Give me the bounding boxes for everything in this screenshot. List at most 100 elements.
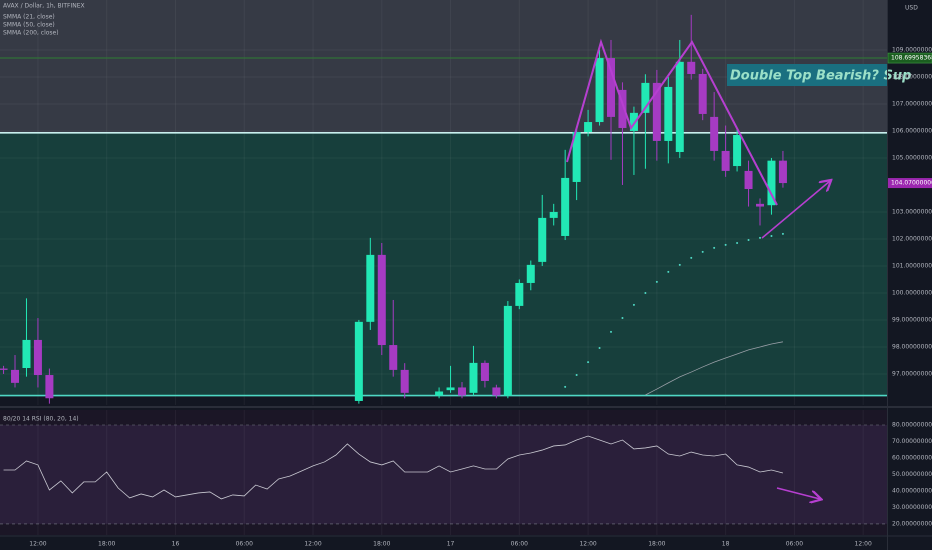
y-tick-label: 99.00000000	[892, 316, 932, 323]
y-tick-label: 106.00000000	[892, 127, 932, 134]
indicator-dot	[781, 232, 784, 235]
indicator-dot	[724, 243, 727, 246]
x-tick-label: 12:00	[579, 541, 596, 548]
candle-body	[629, 112, 638, 131]
indicator-dot	[564, 385, 567, 388]
candle-body	[469, 362, 478, 393]
indicator-dot	[736, 242, 739, 244]
indicator-dot	[587, 361, 590, 364]
axis-layer: 12:00 18:00 16 06:00 12:00 18:00 17 06:00 12:00 1…	[29, 46, 932, 548]
y-tick-label: 100.00000000	[892, 289, 932, 296]
candle-body	[515, 282, 524, 306]
indicator-dot	[747, 239, 750, 242]
candle-body	[366, 254, 375, 322]
candle-body	[446, 387, 455, 391]
candle-body	[377, 254, 386, 346]
candle-body	[687, 61, 696, 74]
candle-body	[675, 61, 684, 153]
y-tick-label: 108.00000000	[892, 73, 932, 80]
last-price-label: 104.07000000	[891, 180, 932, 187]
candle-body	[641, 82, 650, 113]
candle-body	[389, 345, 398, 370]
indicator-dot	[610, 330, 613, 333]
x-tick-label: 18	[722, 541, 730, 548]
candle-body	[458, 387, 467, 396]
indicator-dot	[678, 263, 681, 266]
y-tick-label: 97.00000000	[892, 370, 932, 377]
annotation-box	[727, 64, 887, 86]
y-tick-label: 101.00000000	[892, 262, 932, 269]
candle-body	[698, 73, 707, 114]
y-tick-label: 109.00000000	[892, 46, 932, 53]
x-tick-label: 17	[447, 541, 455, 548]
rsi-title: 80/20 14 RSI (80, 20, 14)	[3, 416, 79, 423]
rsi-tick-label: 60.00000000	[892, 454, 932, 461]
x-tick-label: 18:00	[648, 541, 665, 548]
arrow	[776, 487, 820, 499]
double-top-drawing	[566, 38, 778, 206]
candle-body	[492, 387, 501, 396]
candle-body	[400, 369, 409, 393]
y-tick-label: 105.00000000	[892, 154, 932, 161]
rsi-tick-label: 20.00000000	[892, 520, 932, 527]
rsi-tick-label: 40.00000000	[892, 487, 932, 494]
y-tick-label: 107.00000000	[892, 100, 932, 107]
x-tick-label: 18:00	[373, 541, 390, 548]
candle-body	[733, 135, 742, 167]
x-tick-label: 06:00	[236, 541, 253, 548]
candle-body	[607, 58, 616, 117]
x-tick-label: 12:00	[855, 541, 872, 548]
main-panel	[0, 0, 887, 405]
zone	[0, 132, 887, 396]
indicator-dot	[690, 256, 693, 259]
y-tick-label: 98.00000000	[892, 343, 932, 350]
indicator-dot	[667, 270, 670, 273]
rsi-tick-label: 80.00000000	[892, 422, 932, 429]
candle-body	[664, 86, 673, 141]
indicator-dot	[713, 246, 716, 249]
legend-entry: SMMA (200, close)	[3, 30, 59, 37]
candle-body	[744, 170, 753, 189]
rsi-band	[0, 425, 887, 524]
candle-body	[561, 177, 570, 236]
level-label: 108.69958368	[891, 55, 932, 62]
legend-entry: SMMA (50, close)	[3, 22, 55, 29]
x-tick-label: 12:00	[304, 541, 321, 548]
candle-body	[767, 160, 776, 206]
indicator-dot	[770, 234, 773, 237]
y-tick-label: 103.00000000	[892, 208, 932, 215]
rsi-tick-label: 70.00000000	[892, 438, 932, 445]
indicator-dot	[655, 280, 658, 283]
candle-body	[572, 132, 581, 182]
candle-body	[526, 264, 535, 283]
candle-body	[652, 82, 661, 141]
arrow	[761, 181, 830, 239]
candle-body	[710, 116, 719, 151]
candle-body	[756, 203, 765, 207]
candle-body	[538, 217, 547, 262]
indicator-dot	[644, 291, 647, 294]
indicator-dot	[621, 317, 624, 320]
legend-entry: SMMA (21, close)	[3, 14, 55, 21]
candle-body	[618, 89, 627, 128]
currency: USD	[905, 5, 918, 12]
x-tick-label: 06:00	[511, 541, 528, 548]
indicator-dot	[598, 347, 601, 350]
chart-title: AVAX / Dollar, 1h, BITFINEX	[3, 3, 85, 10]
candle-body	[22, 339, 31, 369]
rsi-tick-label: 50.00000000	[892, 471, 932, 478]
candle-body	[45, 375, 54, 399]
indicator-dot	[632, 303, 635, 306]
annotation: Double Top Bearish? Sup	[730, 69, 911, 84]
candle-body	[595, 58, 604, 123]
candle-body	[435, 391, 444, 396]
candle-body	[33, 339, 42, 376]
candle-body	[503, 305, 512, 396]
candle-body	[778, 160, 787, 184]
candle-body	[0, 368, 8, 370]
candle-body	[549, 211, 558, 218]
x-tick-label: 16	[172, 541, 180, 548]
candle-body	[721, 150, 730, 171]
